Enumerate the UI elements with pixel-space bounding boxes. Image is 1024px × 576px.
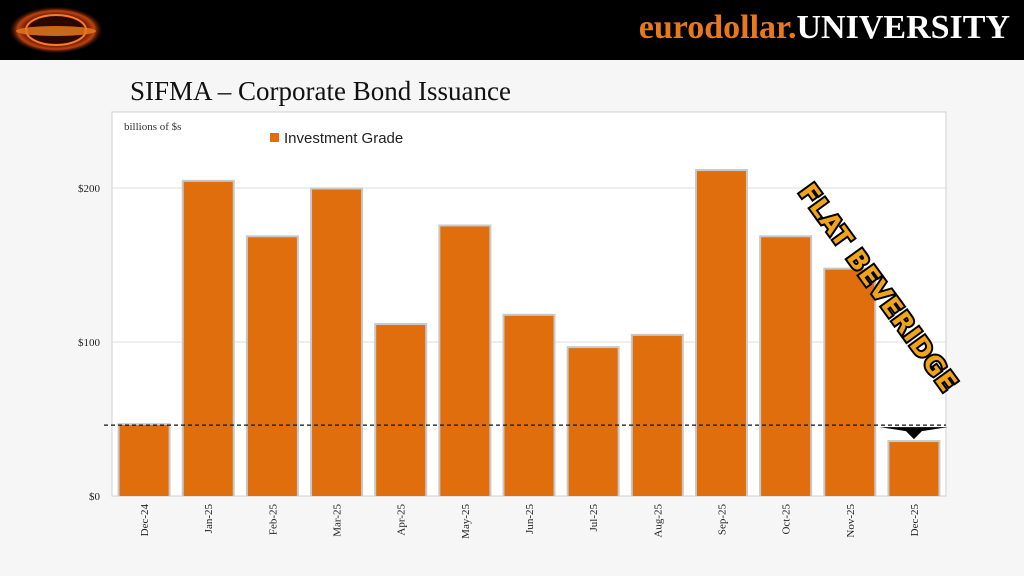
bar xyxy=(696,171,746,496)
bar xyxy=(761,237,811,496)
chart-title: SIFMA – Corporate Bond Issuance xyxy=(130,76,511,106)
bar xyxy=(568,348,618,496)
brand-wordmark: eurodollar.UNIVERSITY xyxy=(639,6,1010,50)
bar xyxy=(247,237,297,496)
top-banner: eurodollar.UNIVERSITY xyxy=(0,0,1024,60)
bar xyxy=(504,315,554,496)
y-tick-label: $100 xyxy=(78,337,101,349)
brand-part-2: UNIVERSITY xyxy=(796,9,1011,46)
brand-part-1: eurodollar. xyxy=(638,9,797,46)
x-tick-label: Nov-25 xyxy=(845,504,857,538)
x-tick-label: Dec-25 xyxy=(909,504,921,537)
x-tick-label: Apr-25 xyxy=(396,504,408,536)
down-arrow-icon xyxy=(879,427,948,440)
x-tick-label: Sep-25 xyxy=(716,504,728,536)
x-tick-label: Aug-25 xyxy=(652,504,664,538)
x-tick-label: Jul-25 xyxy=(588,504,600,532)
bar xyxy=(889,442,939,496)
legend-swatch xyxy=(270,133,279,142)
x-tick-label: Jun-25 xyxy=(524,504,536,534)
bar xyxy=(825,269,875,496)
bar xyxy=(119,425,169,496)
bar xyxy=(440,226,490,496)
x-tick-label: Jan-25 xyxy=(203,504,215,534)
y-tick-label: $200 xyxy=(78,183,101,195)
x-tick-label: Feb-25 xyxy=(267,504,279,536)
bar xyxy=(183,181,233,496)
x-tick-label: Dec-24 xyxy=(139,504,151,537)
y-tick-label: $0 xyxy=(89,491,101,503)
legend-label: Investment Grade xyxy=(284,130,403,147)
bar xyxy=(376,325,426,496)
x-tick-label: Oct-25 xyxy=(781,504,793,535)
bar xyxy=(312,189,362,497)
x-tick-label: May-25 xyxy=(460,504,472,539)
x-tick-label: Mar-25 xyxy=(332,504,344,537)
bar xyxy=(632,335,682,496)
eclipse-logo-icon xyxy=(8,6,104,54)
y-unit-label: billions of $s xyxy=(124,121,181,133)
